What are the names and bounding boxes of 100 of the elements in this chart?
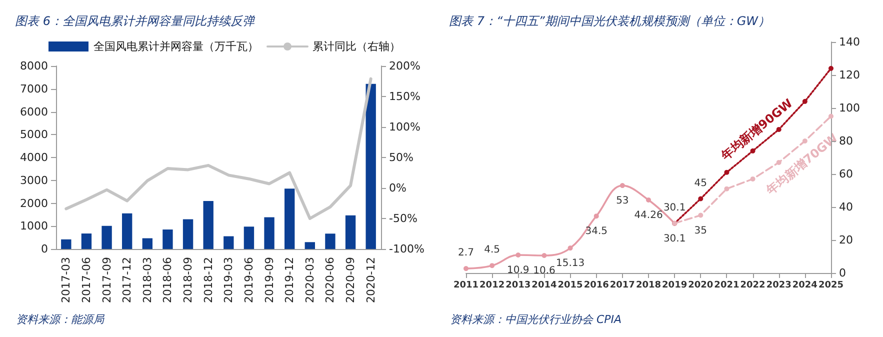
x-tick-label: 2018-12 (202, 257, 215, 303)
legend-label: 全国风电累计并网容量（万千瓦） (94, 40, 258, 53)
data-label: 4.5 (484, 244, 500, 256)
y2-tick-label: 200% (389, 60, 420, 72)
data-label: 45 (694, 178, 708, 189)
legend-label: 累计同比（右轴） (312, 40, 400, 53)
bar (203, 200, 214, 249)
point (594, 214, 599, 219)
x-tick-label: 2015 (558, 280, 583, 290)
y-tick-label: 0 (41, 242, 48, 256)
x-tick-label: 2017-09 (100, 257, 114, 303)
y2-tick-label: 0 (839, 266, 846, 280)
y-tick-label: 4000 (20, 151, 48, 164)
bar (325, 234, 336, 249)
bar (122, 213, 132, 249)
point (724, 170, 730, 175)
point (828, 66, 834, 71)
point (802, 98, 808, 104)
data-label: 10.6 (533, 266, 556, 277)
y2-tick-label: 50% (389, 151, 414, 164)
x-tick-label: 2017-06 (80, 257, 93, 303)
y-tick-label: 6000 (20, 105, 48, 118)
y2-tick-label: 60 (839, 168, 853, 180)
chart-title: 图表 6：全国风电累计并网容量同比持续反弹 (15, 14, 256, 28)
point (568, 246, 573, 251)
bar (182, 219, 194, 249)
y2-tick-label: 20 (839, 234, 853, 246)
x-tick-label: 2014 (532, 280, 557, 290)
data-label: 35 (694, 225, 708, 236)
y2-tick-label: 0% (389, 182, 406, 194)
y2-tick-label: 100% (389, 120, 420, 134)
x-tick-label: 2021 (714, 280, 740, 290)
x-tick-label: 2018-03 (140, 257, 154, 303)
bar (366, 84, 376, 249)
x-tick-label: 2017-12 (120, 257, 134, 303)
x-tick-label: 2020-03 (303, 257, 316, 303)
x-tick-label: 2019-03 (222, 257, 236, 303)
x-tick-label: 2019-09 (262, 257, 276, 303)
bar (284, 188, 295, 249)
point (698, 196, 704, 202)
point (620, 183, 625, 188)
x-tick-label: 2017 (610, 280, 635, 290)
data-label: 30.1 (663, 233, 686, 244)
bar (81, 233, 92, 249)
x-tick-label: 2020-12 (364, 257, 378, 303)
bar (224, 236, 234, 249)
bar (264, 217, 274, 249)
point (646, 197, 651, 202)
x-tick-label: 2019-06 (242, 257, 256, 303)
bar (345, 215, 356, 249)
y-tick-label: 1000 (20, 220, 48, 233)
text: 资料来源：能源局 (16, 313, 105, 326)
point (750, 176, 756, 182)
point (464, 266, 468, 272)
bar (244, 226, 254, 249)
x-tick-label: 2020-09 (344, 257, 358, 303)
bar (162, 230, 173, 249)
x-tick-label: 2018-06 (161, 257, 174, 303)
x-tick-label: 2018 (636, 280, 662, 290)
y2-tick-label: 120 (839, 68, 860, 82)
point (698, 212, 704, 218)
x-tick-label: 2016 (584, 280, 609, 290)
y-tick-label: 3000 (20, 174, 48, 187)
data-label: 15.13 (556, 258, 585, 270)
x-tick-label: 2020 (688, 280, 714, 290)
point (776, 160, 782, 165)
y-tick-label: 8000 (20, 60, 48, 72)
x-tick-label: 2017-03 (60, 257, 73, 303)
bar (142, 238, 152, 249)
chart-title: 图表 7：“十四五”期间中国光伏装机规模预测（单位：GW） (449, 14, 770, 28)
data-label: 2.7 (458, 248, 474, 259)
x-tick-label: 2013 (506, 280, 531, 290)
data-label: 30.1 (663, 202, 686, 214)
y2-tick-label: 100 (839, 102, 860, 114)
data-label: 10.9 (507, 265, 530, 276)
text: 资料来源：中国光伏行业协会 CPIA (450, 313, 622, 326)
y-tick-label: 5000 (20, 128, 48, 142)
x-tick-label: 2019-12 (283, 257, 296, 303)
y-tick-label: 2000 (20, 196, 48, 210)
y2-tick-label: -100% (389, 242, 424, 256)
x-tick-label: 2018-09 (182, 257, 195, 303)
x-tick-label: 2012 (480, 280, 505, 290)
bar (61, 239, 72, 249)
data-label: 53 (616, 196, 629, 207)
x-tick-label: 2019 (662, 280, 688, 290)
y2-tick-label: -50% (389, 212, 418, 225)
point (516, 252, 521, 258)
x-tick-label: 2024 (792, 280, 818, 290)
y2-tick-label: 80 (839, 134, 853, 148)
x-tick-label: 2020-06 (324, 257, 337, 303)
x-tick-label: 2011 (453, 280, 479, 290)
x-tick-label: 2025 (818, 280, 844, 290)
y2-tick-label: 150% (389, 90, 420, 103)
point (490, 263, 495, 268)
x-tick-label: 2022 (740, 280, 766, 290)
data-label: 44.26 (634, 210, 663, 221)
y2-tick-label: 140 (839, 36, 860, 48)
point (828, 114, 834, 119)
x-tick-label: 2023 (766, 280, 792, 290)
data-label: 34.5 (585, 226, 608, 238)
